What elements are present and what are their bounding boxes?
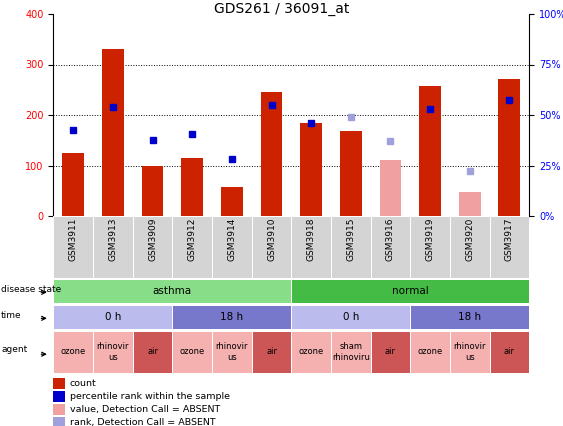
Bar [53,331,93,373]
Text: asthma: asthma [153,286,192,296]
Bar [181,158,203,216]
Text: air: air [266,348,277,357]
Bar [212,216,252,278]
Bar [93,216,133,278]
Bar [331,331,370,373]
Text: GSM3916: GSM3916 [386,218,395,262]
Bar [53,404,65,415]
Text: 18 h: 18 h [220,312,243,322]
Text: GSM3912: GSM3912 [187,218,196,261]
Bar [490,216,529,278]
Text: ozone: ozone [298,348,324,357]
Bar [53,377,65,389]
Text: GDS261 / 36091_at: GDS261 / 36091_at [214,2,349,16]
Bar [450,216,490,278]
Text: air: air [147,348,158,357]
Text: agent: agent [1,345,28,354]
Text: ozone: ozone [418,348,443,357]
Bar [212,331,252,373]
Text: GSM3917: GSM3917 [505,218,514,262]
Bar [102,49,124,216]
Text: 0 h: 0 h [105,312,121,322]
Bar [340,131,361,216]
Bar [252,216,292,278]
Bar [370,331,410,373]
Text: value, Detection Call = ABSENT: value, Detection Call = ABSENT [69,405,220,414]
Text: normal: normal [392,286,428,296]
Text: rhinovir
us: rhinovir us [216,343,248,362]
Bar [292,279,529,303]
Text: GSM3918: GSM3918 [307,218,316,262]
Text: percentile rank within the sample: percentile rank within the sample [69,392,230,401]
Text: rhinovir
us: rhinovir us [97,343,129,362]
Bar [300,123,322,216]
Bar [53,279,292,303]
Text: GSM3909: GSM3909 [148,218,157,262]
Bar [53,216,93,278]
Bar [172,331,212,373]
Bar [410,216,450,278]
Text: GSM3919: GSM3919 [426,218,435,262]
Bar [221,187,243,216]
Bar [252,331,292,373]
Text: 0 h: 0 h [343,312,359,322]
Bar [292,305,410,329]
Bar [410,331,450,373]
Bar [490,331,529,373]
Text: GSM3915: GSM3915 [346,218,355,262]
Text: ozone: ozone [61,348,86,357]
Text: GSM3911: GSM3911 [69,218,78,262]
Text: rank, Detection Call = ABSENT: rank, Detection Call = ABSENT [69,418,215,426]
Text: sham
rhinoviru: sham rhinoviru [332,343,370,362]
Text: GSM3910: GSM3910 [267,218,276,262]
Bar [142,165,163,216]
Bar [419,86,441,216]
Bar [459,192,481,216]
Bar [379,161,401,216]
Bar [172,216,212,278]
Text: rhinovir
us: rhinovir us [454,343,486,362]
Bar [450,331,490,373]
Bar [498,79,520,216]
Bar [93,331,133,373]
Bar [133,331,172,373]
Text: disease state: disease state [1,285,61,294]
Text: time: time [1,311,22,320]
Text: 18 h: 18 h [458,312,481,322]
Text: air: air [385,348,396,357]
Bar [370,216,410,278]
Bar [53,305,172,329]
Text: air: air [504,348,515,357]
Bar [292,216,331,278]
Bar [172,305,292,329]
Text: GSM3914: GSM3914 [227,218,236,261]
Bar [53,391,65,402]
Bar [410,305,529,329]
Bar [331,216,370,278]
Bar [53,417,65,426]
Text: count: count [69,379,96,388]
Bar [292,331,331,373]
Text: GSM3913: GSM3913 [109,218,118,262]
Text: GSM3920: GSM3920 [465,218,474,261]
Bar [62,153,84,216]
Bar [261,92,283,216]
Text: ozone: ozone [180,348,205,357]
Bar [133,216,172,278]
